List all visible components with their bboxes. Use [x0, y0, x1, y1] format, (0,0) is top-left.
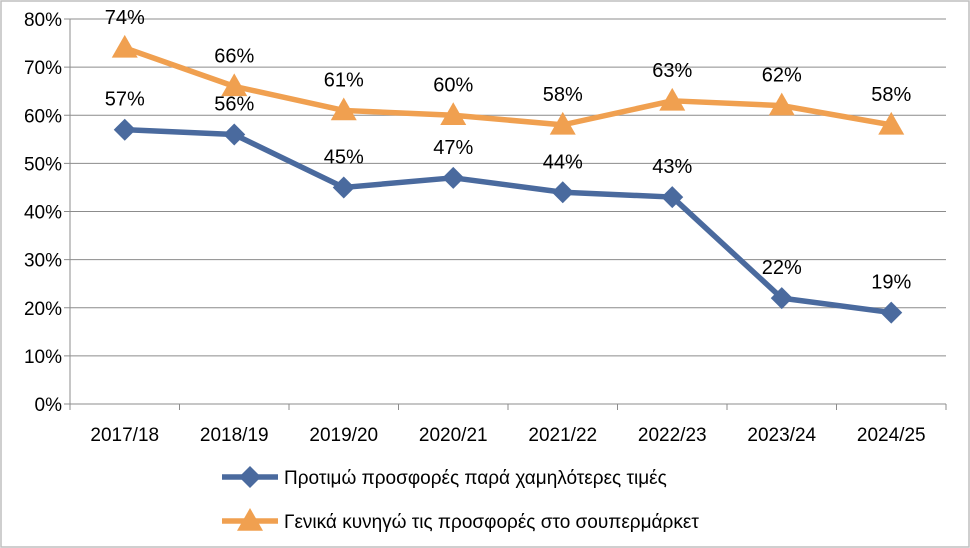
data-label: 58% — [543, 84, 583, 106]
data-point — [330, 97, 357, 121]
y-tick-label: 60% — [24, 106, 62, 127]
legend-label: Γενικά κυνηγώ τις προσφορές στο σουπερμά… — [284, 512, 699, 533]
legend: Προτιμώ προσφορές παρά χαμηλότερες τιμές… — [222, 466, 699, 533]
data-label: 63% — [652, 60, 692, 82]
x-tick-label: 2018/19 — [200, 425, 269, 446]
data-point — [440, 102, 467, 125]
data-point — [113, 118, 136, 141]
x-tick-label: 2019/20 — [309, 425, 378, 446]
gridlines — [70, 18, 946, 357]
data-label: 60% — [433, 74, 473, 96]
data-point — [111, 34, 138, 58]
data-label: 56% — [214, 94, 254, 116]
series-1 — [111, 34, 905, 135]
y-tick-labels: 0% 10% 20% 30% 40% 50% 60% 70% 80% — [24, 10, 62, 416]
data-point — [878, 111, 905, 135]
y-tick-label: 20% — [24, 299, 62, 320]
y-tick-label: 80% — [24, 10, 62, 31]
data-point — [661, 186, 684, 209]
data-label: 19% — [871, 272, 911, 294]
data-point — [770, 287, 793, 310]
data-label: 58% — [871, 84, 911, 106]
legend-marker — [237, 508, 263, 531]
series-line — [123, 45, 892, 128]
series-line — [124, 126, 892, 316]
y-tick-label: 10% — [24, 347, 62, 368]
data-label: 74% — [105, 7, 145, 29]
data-point — [659, 87, 686, 111]
data-point — [551, 181, 574, 204]
data-point — [768, 92, 795, 116]
data-label: 57% — [105, 89, 145, 111]
x-tick-label: 2022/23 — [638, 425, 707, 446]
data-label: 45% — [324, 146, 364, 168]
x-tick-label: 2023/24 — [747, 425, 816, 446]
x-tick-label: 2017/18 — [90, 425, 159, 446]
data-label: 22% — [762, 257, 802, 279]
y-tick-label: 50% — [24, 154, 62, 175]
data-label: 62% — [762, 65, 802, 87]
data-point — [549, 111, 576, 135]
legend-marker — [239, 466, 261, 488]
x-tick-label: 2020/21 — [419, 425, 488, 446]
x-tick-labels: 2017/18 2018/19 2019/20 2020/21 2021/22 2022/… — [90, 425, 925, 446]
legend-item-1: Γενικά κυνηγώ τις προσφορές στο σουπερμά… — [222, 508, 699, 533]
data-label: 61% — [324, 69, 364, 91]
data-label: 44% — [543, 151, 583, 173]
legend-item-0: Προτιμώ προσφορές παρά χαμηλότερες τιμές — [222, 466, 667, 489]
series-group: 74% 66% 61% 60% 58% 63% 62% 58% 57% 56% 45% 47% 44% 4… — [105, 7, 911, 324]
data-label: 47% — [433, 137, 473, 159]
legend-label: Προτιμώ προσφορές παρά χαμηλότερες τιμές — [284, 468, 667, 489]
y-tick-label: 40% — [24, 203, 62, 224]
data-point — [880, 301, 903, 324]
data-label: 43% — [652, 156, 692, 178]
data-point — [332, 176, 355, 199]
y-tick-label: 70% — [24, 58, 62, 79]
x-tick-label: 2021/22 — [528, 425, 597, 446]
axes — [64, 18, 947, 410]
data-point — [221, 73, 248, 97]
y-tick-label: 30% — [24, 251, 62, 272]
y-tick-label: 0% — [35, 395, 63, 416]
data-point — [223, 123, 246, 146]
data-label: 66% — [214, 45, 254, 67]
series-0 — [113, 118, 903, 324]
data-point — [442, 166, 465, 189]
x-tick-label: 2024/25 — [857, 425, 926, 446]
